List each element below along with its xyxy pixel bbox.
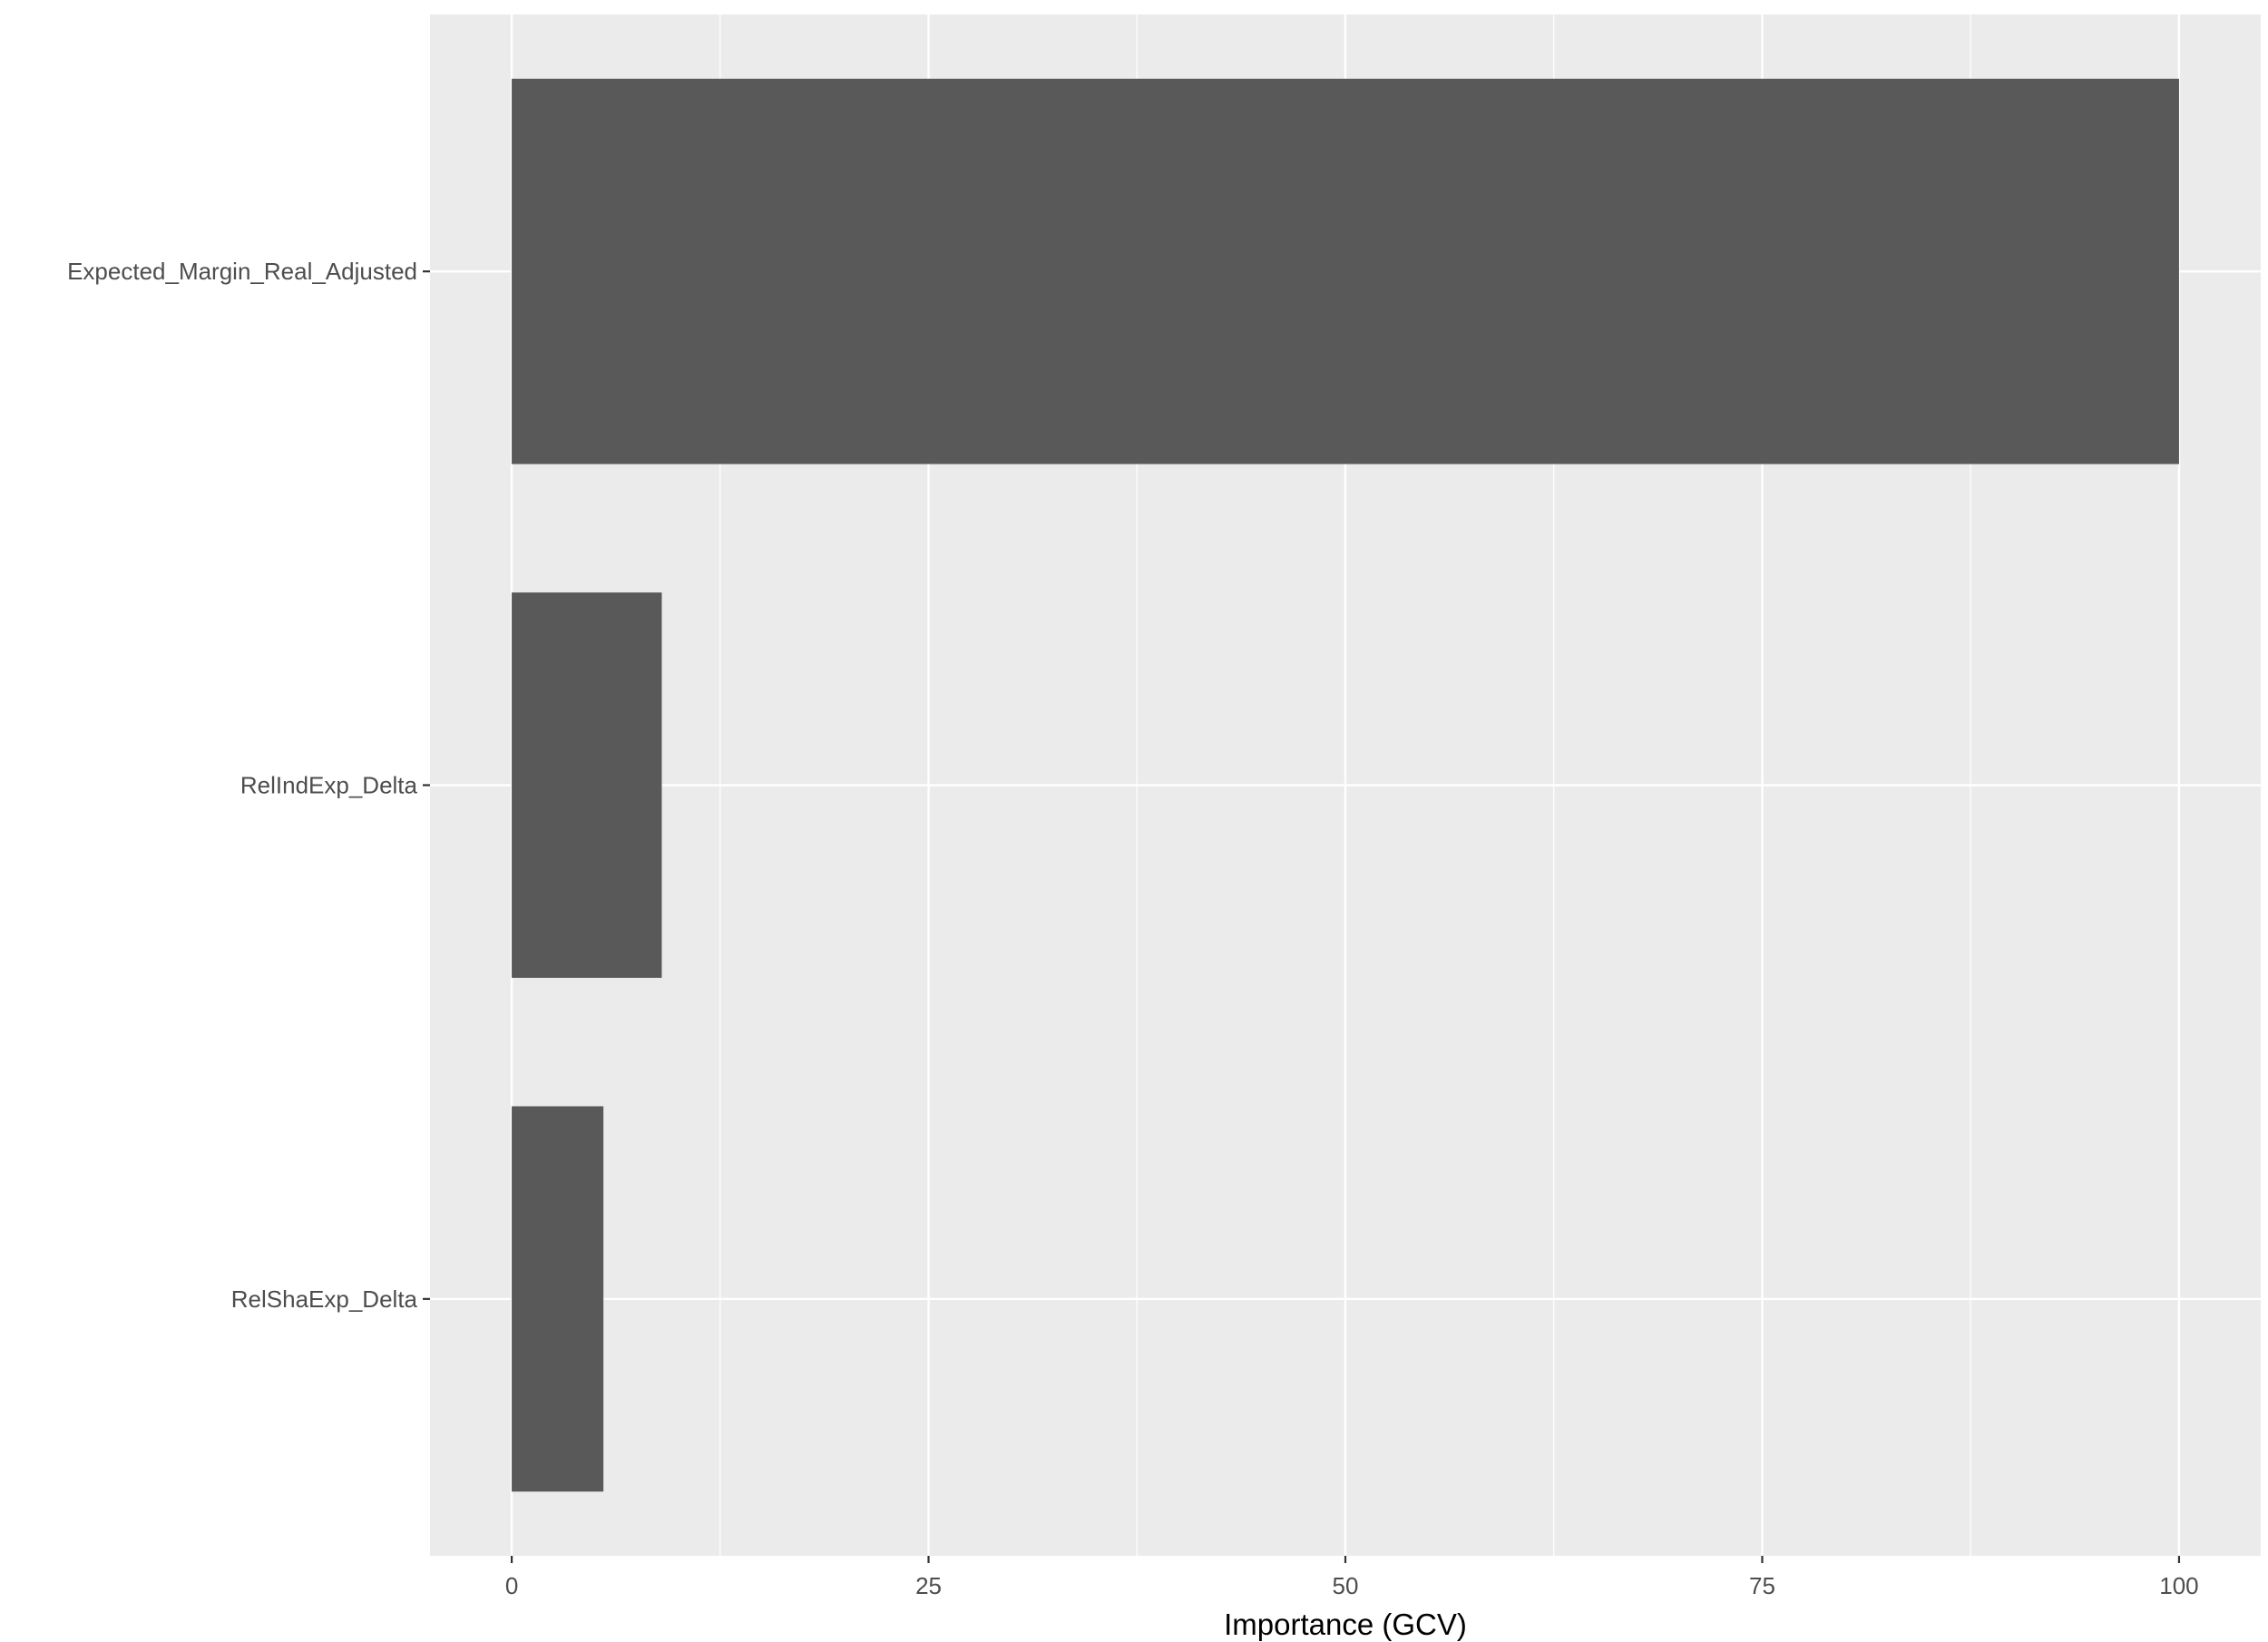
x-tick-label: 25 (915, 1572, 942, 1599)
x-tick-label: 75 (1749, 1572, 1775, 1599)
x-axis-title: Importance (GCV) (1224, 1608, 1467, 1641)
bar-expected-margin-real-adjusted (512, 78, 2179, 464)
x-tick-label: 50 (1333, 1572, 1359, 1599)
y-tick-label: Expected_Margin_Real_Adjusted (67, 258, 417, 285)
bar-relshaexp-delta (512, 1106, 604, 1492)
x-tick-label: 0 (505, 1572, 518, 1599)
x-axis: 0 25 50 75 100 (505, 1556, 2199, 1599)
y-tick-label: RelShaExp_Delta (231, 1285, 418, 1313)
bar-relindexp-delta (512, 592, 662, 978)
bars (512, 78, 2179, 1492)
x-tick-label: 100 (2159, 1572, 2198, 1599)
y-tick-label: RelIndExp_Delta (240, 772, 418, 799)
y-axis: Expected_Margin_Real_Adjusted RelIndExp_D… (67, 258, 430, 1313)
